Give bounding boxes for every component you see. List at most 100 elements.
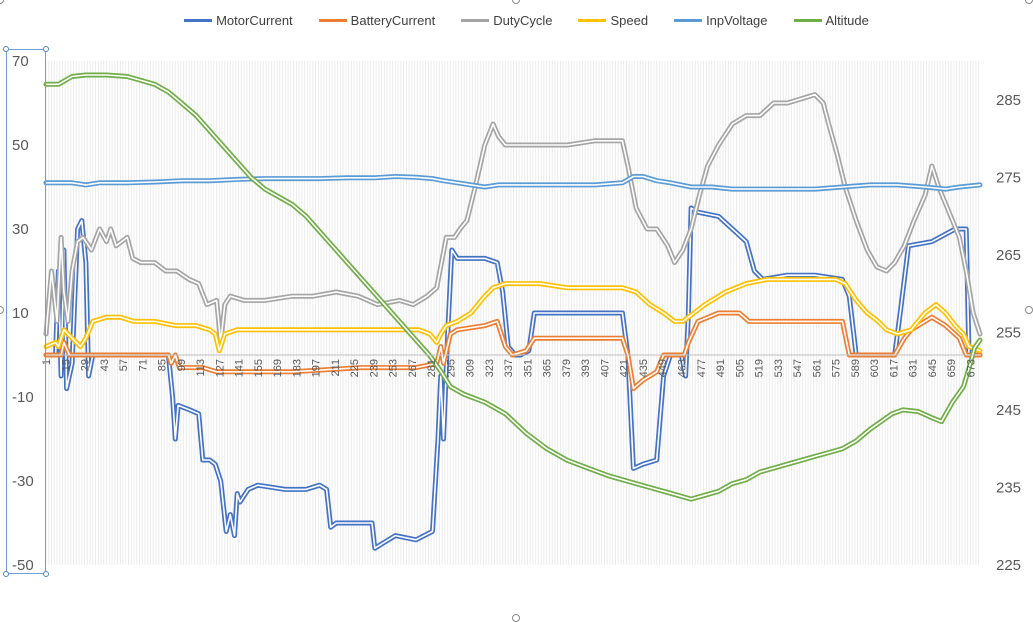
legend-label: MotorCurrent xyxy=(216,13,293,28)
y-left-tick-label: -50 xyxy=(12,557,34,574)
legend-swatch xyxy=(461,19,490,22)
series-altitude-line xyxy=(43,72,983,502)
x-tick-label: 127 xyxy=(214,359,226,377)
series-inpvoltage-line xyxy=(43,174,983,192)
legend-label: Speed xyxy=(610,13,649,28)
x-tick-label: 29 xyxy=(80,359,92,371)
x-tick-label: 337 xyxy=(503,359,515,377)
x-tick-label: 15 xyxy=(60,359,72,371)
legend-item[interactable]: Altitude xyxy=(793,13,869,28)
x-tick-label: 197 xyxy=(311,359,323,377)
legend-swatch xyxy=(318,19,347,22)
x-tick-label: 477 xyxy=(696,359,708,377)
x-tick-label: 323 xyxy=(484,359,496,377)
y-left-tick-label: -10 xyxy=(12,389,34,406)
x-tick-label: 141 xyxy=(234,359,246,377)
legend-swatch xyxy=(578,19,607,22)
selection-handle-bottom-left[interactable] xyxy=(3,571,9,577)
gridlines xyxy=(45,61,980,565)
selection-handle-top-left[interactable] xyxy=(3,46,9,52)
x-tick-label: 169 xyxy=(272,359,284,377)
series-stroke-inner xyxy=(45,93,981,344)
x-tick-label: 659 xyxy=(946,359,958,377)
y-right-tick-label: 265 xyxy=(996,247,1021,264)
x-tick-label: 407 xyxy=(599,359,611,377)
x-tick-label: 379 xyxy=(561,359,573,377)
axis-selection-box[interactable] xyxy=(6,49,46,574)
x-tick-label: 645 xyxy=(927,359,939,377)
series-stroke-inner xyxy=(45,74,981,500)
selection-handle-top-right[interactable] xyxy=(43,46,49,52)
y-left-tick-label: 10 xyxy=(12,305,29,322)
x-tick-label: 113 xyxy=(195,359,207,377)
x-tick-label: 267 xyxy=(407,359,419,377)
legend-item[interactable]: MotorCurrent xyxy=(184,13,293,28)
x-tick-label: 239 xyxy=(368,359,380,377)
legend-item[interactable]: InpVoltage xyxy=(674,13,768,28)
legend-swatch xyxy=(674,19,703,22)
series-dutycycle-line xyxy=(43,92,983,345)
legend-label: BatteryCurrent xyxy=(350,13,436,28)
x-tick-label: 295 xyxy=(445,359,457,377)
y-left-tick-label: -30 xyxy=(12,473,34,490)
x-tick-label: 253 xyxy=(388,359,400,377)
x-tick-label: 505 xyxy=(734,359,746,377)
x-tick-label: 421 xyxy=(619,359,631,377)
legend-label: Altitude xyxy=(825,13,869,28)
series-stroke-inner xyxy=(45,207,981,550)
legend: MotorCurrent BatteryCurrent DutyCycle Speed… xyxy=(160,13,893,28)
x-tick-label: 631 xyxy=(908,359,920,377)
x-tick-label: 463 xyxy=(677,359,689,377)
x-tick-label: 99 xyxy=(176,359,188,371)
legend-item[interactable]: BatteryCurrent xyxy=(318,13,436,28)
x-tick-label: 533 xyxy=(773,359,785,377)
x-tick-label: 603 xyxy=(869,359,881,377)
legend-swatch xyxy=(793,19,822,22)
series-stroke-inner xyxy=(45,278,981,352)
resize-handle-bottom[interactable] xyxy=(512,614,520,622)
x-tick-label: 575 xyxy=(831,359,843,377)
x-tick-label: 449 xyxy=(657,359,669,377)
x-tick-label: 365 xyxy=(542,359,554,377)
x-tick-label: 211 xyxy=(330,359,342,377)
y-right-tick-label: 285 xyxy=(996,92,1021,109)
legend-label: InpVoltage xyxy=(706,13,768,28)
y-right-tick-label: 255 xyxy=(996,324,1021,341)
y-left-tick-label: 50 xyxy=(12,137,29,154)
x-tick-label: 519 xyxy=(754,359,766,377)
x-tick-label: 183 xyxy=(291,359,303,377)
x-tick-label: 281 xyxy=(426,359,438,377)
x-tick-label: 435 xyxy=(638,359,650,377)
y-right-tick-label: 235 xyxy=(996,479,1021,496)
y-left-tick-label: 30 xyxy=(12,221,29,238)
legend-item[interactable]: Speed xyxy=(578,13,648,28)
legend-swatch xyxy=(184,19,213,22)
x-tick-label: 547 xyxy=(792,359,804,377)
legend-label: DutyCycle xyxy=(493,13,553,28)
x-tick-label: 1 xyxy=(41,359,53,365)
x-tick-label: 85 xyxy=(157,359,169,371)
y-right-tick-label: 225 xyxy=(996,557,1021,574)
x-tick-label: 589 xyxy=(850,359,862,377)
x-tick-label: 71 xyxy=(137,359,149,371)
legend-item[interactable]: DutyCycle xyxy=(461,13,552,28)
x-tick-label: 491 xyxy=(715,359,727,377)
series-speed-line xyxy=(43,276,983,354)
y-left-tick-label: 70 xyxy=(12,53,29,70)
y-right-tick-label: 245 xyxy=(996,402,1021,419)
resize-handle-right[interactable] xyxy=(1025,306,1033,314)
x-tick-label: 309 xyxy=(465,359,477,377)
series-motorcurrent-line xyxy=(43,205,983,551)
x-tick-label: 673 xyxy=(965,359,977,377)
selection-handle-bottom-right[interactable] xyxy=(43,571,49,577)
series-stroke-inner xyxy=(45,175,981,190)
x-tick-label: 617 xyxy=(888,359,900,377)
x-tick-label: 155 xyxy=(253,359,265,377)
y-right-tick-label: 275 xyxy=(996,169,1021,186)
x-tick-label: 57 xyxy=(118,359,130,371)
x-tick-label: 393 xyxy=(580,359,592,377)
x-tick-label: 225 xyxy=(349,359,361,377)
